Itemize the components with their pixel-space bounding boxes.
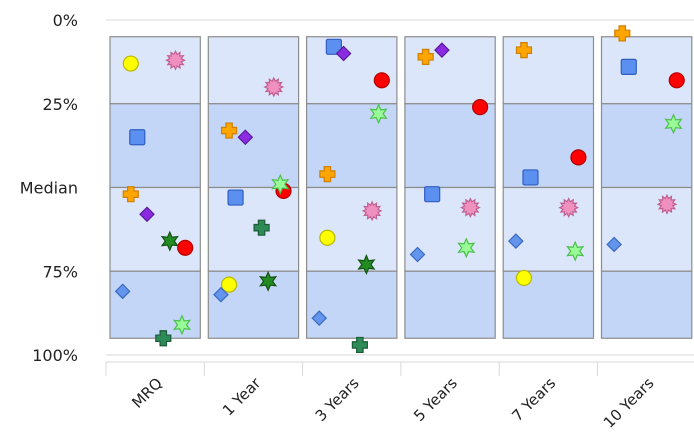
data-point-star6 bbox=[369, 103, 388, 125]
data-point-burst bbox=[361, 200, 383, 222]
data-point-burst bbox=[656, 193, 678, 215]
data-point-diamond bbox=[237, 129, 254, 146]
band-segment bbox=[207, 36, 300, 105]
x-tick-label: 3 Years bbox=[312, 374, 363, 425]
data-point-plus bbox=[319, 166, 336, 183]
percentile-bands bbox=[109, 36, 693, 339]
band-segment bbox=[600, 270, 693, 339]
data-point-burst bbox=[165, 49, 186, 71]
data-point-star6 bbox=[259, 270, 278, 292]
data-point-diamond bbox=[507, 233, 524, 249]
band-segment bbox=[109, 36, 201, 105]
data-point-star6 bbox=[457, 237, 476, 259]
data-point-square bbox=[227, 189, 244, 206]
y-tick-label: Median bbox=[20, 179, 78, 198]
data-point-circle bbox=[319, 229, 336, 246]
band-segment bbox=[404, 103, 496, 189]
data-point-square bbox=[424, 186, 441, 203]
data-point-diamond bbox=[434, 42, 450, 58]
data-point-diamond bbox=[311, 310, 328, 326]
data-point-star6 bbox=[357, 253, 376, 275]
data-point-star6 bbox=[566, 240, 585, 262]
y-tick-label: 0% bbox=[53, 11, 78, 30]
data-point-square bbox=[325, 38, 342, 55]
band-segment bbox=[502, 186, 595, 272]
data-point-plus bbox=[515, 42, 533, 59]
data-point-diamond bbox=[114, 283, 131, 300]
data-point-circle bbox=[515, 269, 533, 287]
x-axis: MRQ 1 Year 3 Years 5 Years 7 Years 10 Years bbox=[105, 361, 694, 432]
x-tick-label: 10 Years bbox=[600, 374, 658, 432]
data-point-circle bbox=[472, 98, 489, 116]
data-points bbox=[114, 25, 685, 354]
x-tick-label: MRQ bbox=[128, 374, 166, 412]
data-point-circle bbox=[122, 55, 139, 72]
y-tick-label: 100% bbox=[32, 346, 78, 365]
x-tick-label: 7 Years bbox=[508, 374, 559, 425]
data-point-plus bbox=[253, 219, 270, 236]
band-segment bbox=[306, 36, 398, 105]
data-point-diamond bbox=[409, 246, 426, 263]
data-point-circle bbox=[220, 276, 238, 293]
data-point-burst bbox=[263, 76, 285, 98]
data-point-star6 bbox=[160, 230, 179, 252]
data-point-plus bbox=[351, 336, 368, 354]
y-tick-label: 25% bbox=[42, 95, 78, 114]
data-point-square bbox=[620, 58, 637, 76]
data-point-plus bbox=[122, 186, 139, 203]
band-segment bbox=[207, 186, 300, 272]
band-segment bbox=[600, 36, 693, 105]
data-point-circle bbox=[570, 149, 587, 166]
data-point-burst bbox=[558, 197, 580, 218]
data-point-plus bbox=[614, 25, 631, 42]
band-segment bbox=[306, 186, 398, 272]
data-point-burst bbox=[460, 197, 481, 218]
band-segment bbox=[600, 103, 693, 189]
y-tick-label: 75% bbox=[42, 262, 78, 281]
band-segment bbox=[600, 186, 693, 272]
x-tick-label: 1 Year bbox=[219, 374, 265, 420]
data-point-plus bbox=[155, 330, 172, 347]
data-point-plus bbox=[417, 48, 434, 65]
data-point-circle bbox=[373, 72, 390, 89]
data-point-square bbox=[129, 129, 146, 146]
band-segment bbox=[207, 103, 300, 189]
data-point-star6 bbox=[664, 113, 683, 135]
gridlines bbox=[106, 19, 694, 356]
data-point-circle bbox=[177, 239, 194, 256]
x-tick-label: 5 Years bbox=[410, 374, 461, 425]
band-segment bbox=[306, 270, 398, 339]
data-point-square bbox=[522, 169, 539, 186]
y-axis: 0% 25% Median 75% 100% bbox=[20, 11, 78, 365]
data-point-diamond bbox=[139, 206, 155, 223]
band-segment bbox=[109, 186, 201, 272]
data-point-plus bbox=[220, 122, 238, 139]
band-segment bbox=[404, 36, 496, 105]
band-segment bbox=[109, 103, 201, 189]
data-point-diamond bbox=[213, 286, 229, 303]
band-segment bbox=[404, 270, 496, 339]
data-point-star6 bbox=[271, 173, 290, 195]
data-point-star6 bbox=[172, 314, 192, 336]
data-point-diamond bbox=[606, 236, 622, 253]
data-point-circle bbox=[668, 72, 685, 89]
band-segment bbox=[502, 103, 595, 189]
data-point-diamond bbox=[335, 45, 352, 62]
